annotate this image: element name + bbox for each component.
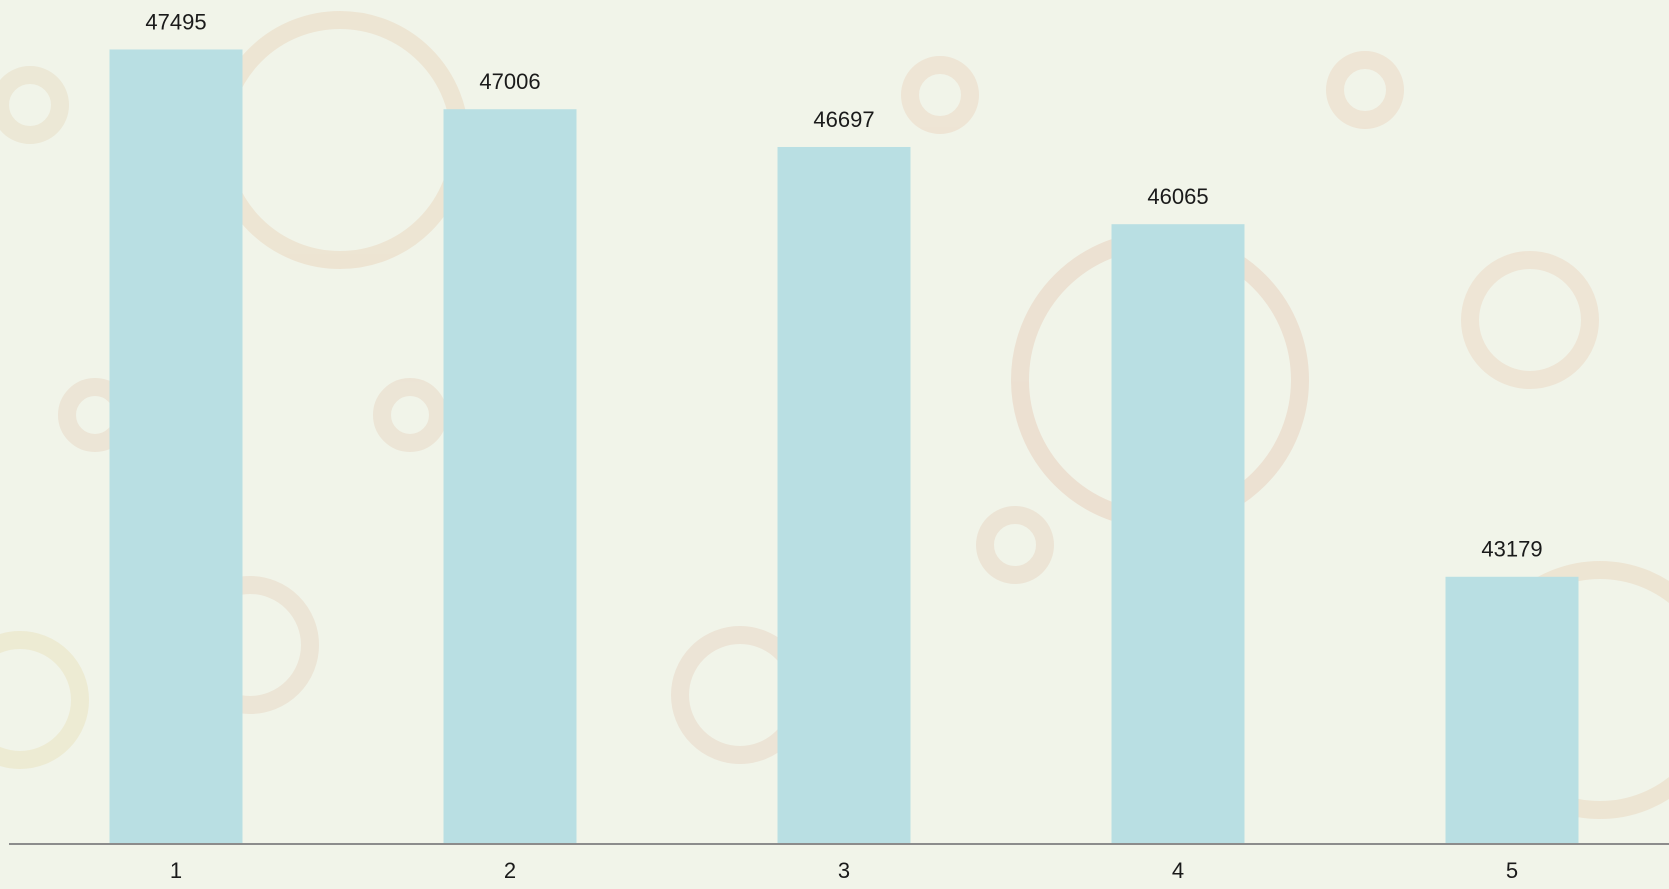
x-tick-label: 1: [170, 858, 182, 883]
bar: [110, 49, 243, 843]
chart: 1 47495 2 47006 3 46697 4 46065 5 43179: [0, 0, 1669, 889]
data-label: 46065: [1147, 184, 1208, 209]
data-label: 43179: [1481, 537, 1542, 562]
x-tick-label: 3: [838, 858, 850, 883]
data-label: 46697: [813, 107, 874, 132]
bar: [1446, 577, 1579, 843]
x-tick-label: 5: [1506, 858, 1518, 883]
bar: [778, 147, 911, 843]
x-tick-label: 4: [1172, 858, 1184, 883]
bar: [1112, 224, 1245, 843]
data-label: 47495: [145, 9, 206, 34]
x-tick-label: 2: [504, 858, 516, 883]
data-label: 47006: [479, 69, 540, 94]
bar: [444, 109, 577, 843]
